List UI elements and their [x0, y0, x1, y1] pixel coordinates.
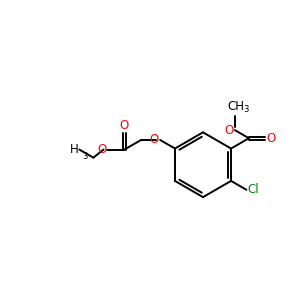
Text: O: O: [120, 118, 129, 132]
Text: Cl: Cl: [248, 183, 259, 196]
Text: O: O: [266, 132, 275, 145]
Text: H: H: [70, 143, 79, 156]
Text: 3: 3: [243, 105, 248, 114]
Text: CH: CH: [227, 100, 244, 113]
Text: O: O: [150, 134, 159, 146]
Text: O: O: [97, 143, 106, 156]
Text: O: O: [224, 124, 234, 136]
Text: 3: 3: [82, 152, 88, 161]
